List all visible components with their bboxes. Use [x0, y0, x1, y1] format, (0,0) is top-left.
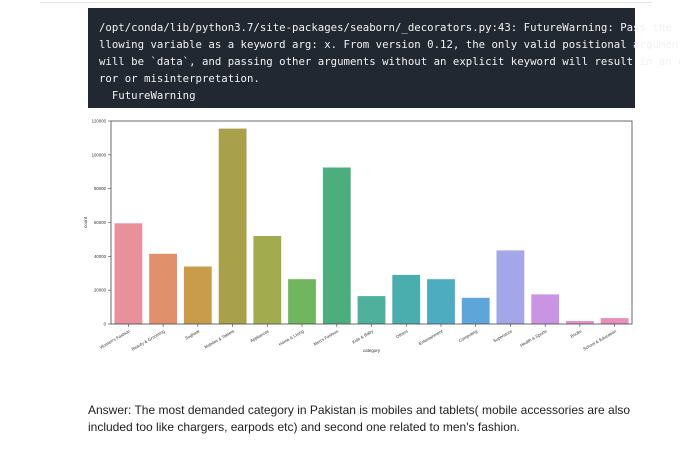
y-tick-label: 40000 — [94, 254, 107, 259]
bar — [600, 318, 629, 324]
x-tick-label: Appliances — [249, 329, 270, 344]
bar — [357, 296, 386, 324]
bar — [218, 128, 247, 324]
y-tick-label: 80000 — [94, 186, 107, 191]
bar — [427, 279, 455, 324]
bar-chart-svg: 0 20000 40000 60000 80000 100000 120000 Women's… — [83, 119, 633, 353]
bar — [392, 274, 421, 324]
warning-line: ror or misinterpretation. — [99, 72, 260, 85]
y-tick-label: 20000 — [94, 288, 107, 293]
x-axis-label: category — [363, 348, 381, 353]
y-axis-label: count — [83, 216, 88, 228]
y-tick-label: 0 — [104, 322, 107, 327]
bar — [531, 294, 560, 324]
x-tick-label: Computing — [458, 328, 479, 343]
y-tick-label: 100000 — [92, 152, 107, 157]
bar — [496, 250, 525, 324]
x-tick-label: Books — [570, 329, 583, 339]
answer-text: Answer: The most demanded category in Pa… — [88, 403, 631, 434]
warning-line: llowing variable as a keyword arg: x. Fr… — [99, 38, 680, 51]
bar — [149, 253, 177, 324]
x-tick-label: Entertainment — [418, 328, 444, 346]
warning-line: /opt/conda/lib/python3.7/site-packages/s… — [99, 21, 680, 34]
x-tick-label: School & Education — [582, 328, 618, 351]
x-tick-label: Home & Living — [278, 328, 305, 347]
x-tick-label: Soghaat — [184, 328, 201, 341]
x-tick-label: Superstore — [492, 328, 513, 343]
y-tick-label: 120000 — [92, 119, 107, 124]
bar — [322, 167, 351, 324]
x-tick-label: Kids & Baby — [351, 328, 375, 344]
x-tick-label: Men's Fashion — [313, 328, 340, 347]
top-divider — [40, 2, 652, 3]
bar — [461, 297, 490, 324]
category-count-chart: 0 20000 40000 60000 80000 100000 120000 Women's… — [80, 114, 650, 364]
warning-line: FutureWarning — [99, 89, 196, 102]
bar — [566, 321, 594, 324]
x-tick-label: Health & Sports — [519, 329, 548, 348]
x-tick-label: Mobiles & Tablets — [203, 329, 235, 350]
bar — [253, 236, 282, 324]
bar — [183, 266, 212, 324]
x-tick-label: Beauty & Grooming — [131, 328, 167, 351]
bar — [288, 279, 316, 324]
cell-output-warning: /opt/conda/lib/python3.7/site-packages/s… — [88, 8, 680, 108]
bar — [114, 223, 143, 324]
x-tick-label: Women's Fashion — [99, 328, 132, 350]
x-tick-label: Others — [395, 329, 409, 340]
warning-line: will be `data`, and passing other argume… — [99, 55, 680, 68]
y-tick-label: 60000 — [94, 220, 107, 225]
